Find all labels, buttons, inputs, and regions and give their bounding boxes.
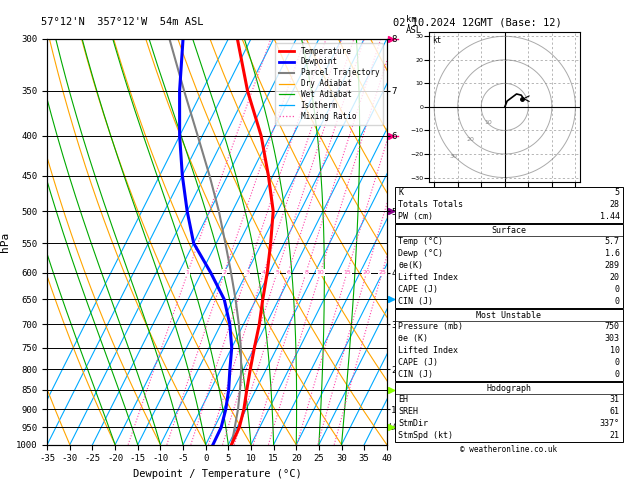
Text: 1.6: 1.6 (604, 249, 620, 258)
Y-axis label: hPa: hPa (1, 232, 11, 252)
Text: 289: 289 (604, 261, 620, 270)
Text: 20: 20 (363, 270, 370, 275)
Text: Temp (°C): Temp (°C) (398, 237, 443, 246)
Text: CAPE (J): CAPE (J) (398, 285, 438, 294)
Text: 8: 8 (304, 270, 308, 275)
Text: 0: 0 (615, 297, 620, 306)
Text: kt: kt (431, 36, 441, 45)
Text: 57°12'N  357°12'W  54m ASL: 57°12'N 357°12'W 54m ASL (41, 17, 203, 27)
Text: 1: 1 (186, 270, 190, 275)
Text: Lifted Index: Lifted Index (398, 346, 458, 355)
Text: 61: 61 (610, 407, 620, 416)
Text: CIN (J): CIN (J) (398, 370, 433, 379)
Text: Dewp (°C): Dewp (°C) (398, 249, 443, 258)
Text: 0: 0 (615, 370, 620, 379)
Text: 5.7: 5.7 (604, 237, 620, 246)
Text: 303: 303 (604, 334, 620, 343)
Text: 25: 25 (378, 270, 386, 275)
Text: K: K (398, 188, 403, 197)
Text: 750: 750 (604, 322, 620, 331)
Text: 0: 0 (615, 285, 620, 294)
Text: CAPE (J): CAPE (J) (398, 358, 438, 367)
Text: 30: 30 (450, 154, 458, 159)
Text: 02.10.2024 12GMT (Base: 12): 02.10.2024 12GMT (Base: 12) (393, 17, 562, 27)
Text: 10: 10 (484, 120, 492, 125)
Text: SREH: SREH (398, 407, 418, 416)
Text: 0: 0 (615, 358, 620, 367)
Text: PW (cm): PW (cm) (398, 212, 433, 221)
Text: 20: 20 (610, 273, 620, 282)
Text: Pressure (mb): Pressure (mb) (398, 322, 463, 331)
Text: 21: 21 (610, 431, 620, 440)
Text: Mixing Ratio (g/kg): Mixing Ratio (g/kg) (406, 230, 415, 318)
Text: 3: 3 (245, 270, 249, 275)
Text: 10: 10 (610, 346, 620, 355)
Legend: Temperature, Dewpoint, Parcel Trajectory, Dry Adiabat, Wet Adiabat, Isotherm, Mi: Temperature, Dewpoint, Parcel Trajectory… (276, 43, 383, 125)
Text: StmSpd (kt): StmSpd (kt) (398, 431, 453, 440)
Text: 6: 6 (286, 270, 290, 275)
Text: CIN (J): CIN (J) (398, 297, 433, 306)
Text: 10: 10 (316, 270, 324, 275)
Text: 28: 28 (610, 200, 620, 209)
Text: 20: 20 (467, 137, 475, 142)
Text: LCL: LCL (388, 423, 403, 432)
Text: Hodograph: Hodograph (486, 384, 532, 393)
Text: 2: 2 (223, 270, 226, 275)
Text: 15: 15 (343, 270, 351, 275)
Text: 5: 5 (275, 270, 279, 275)
Text: Surface: Surface (491, 226, 526, 235)
Text: Totals Totals: Totals Totals (398, 200, 463, 209)
Text: 337°: 337° (599, 419, 620, 428)
Text: StmDir: StmDir (398, 419, 428, 428)
X-axis label: Dewpoint / Temperature (°C): Dewpoint / Temperature (°C) (133, 469, 301, 479)
Text: EH: EH (398, 395, 408, 404)
Text: Lifted Index: Lifted Index (398, 273, 458, 282)
Text: © weatheronline.co.uk: © weatheronline.co.uk (460, 446, 557, 454)
Text: 5: 5 (615, 188, 620, 197)
Text: 1.44: 1.44 (599, 212, 620, 221)
Text: θe(K): θe(K) (398, 261, 423, 270)
Text: 31: 31 (610, 395, 620, 404)
Text: θe (K): θe (K) (398, 334, 428, 343)
Text: km
ASL: km ASL (406, 16, 421, 35)
Text: 4: 4 (262, 270, 266, 275)
Text: Most Unstable: Most Unstable (476, 311, 542, 320)
